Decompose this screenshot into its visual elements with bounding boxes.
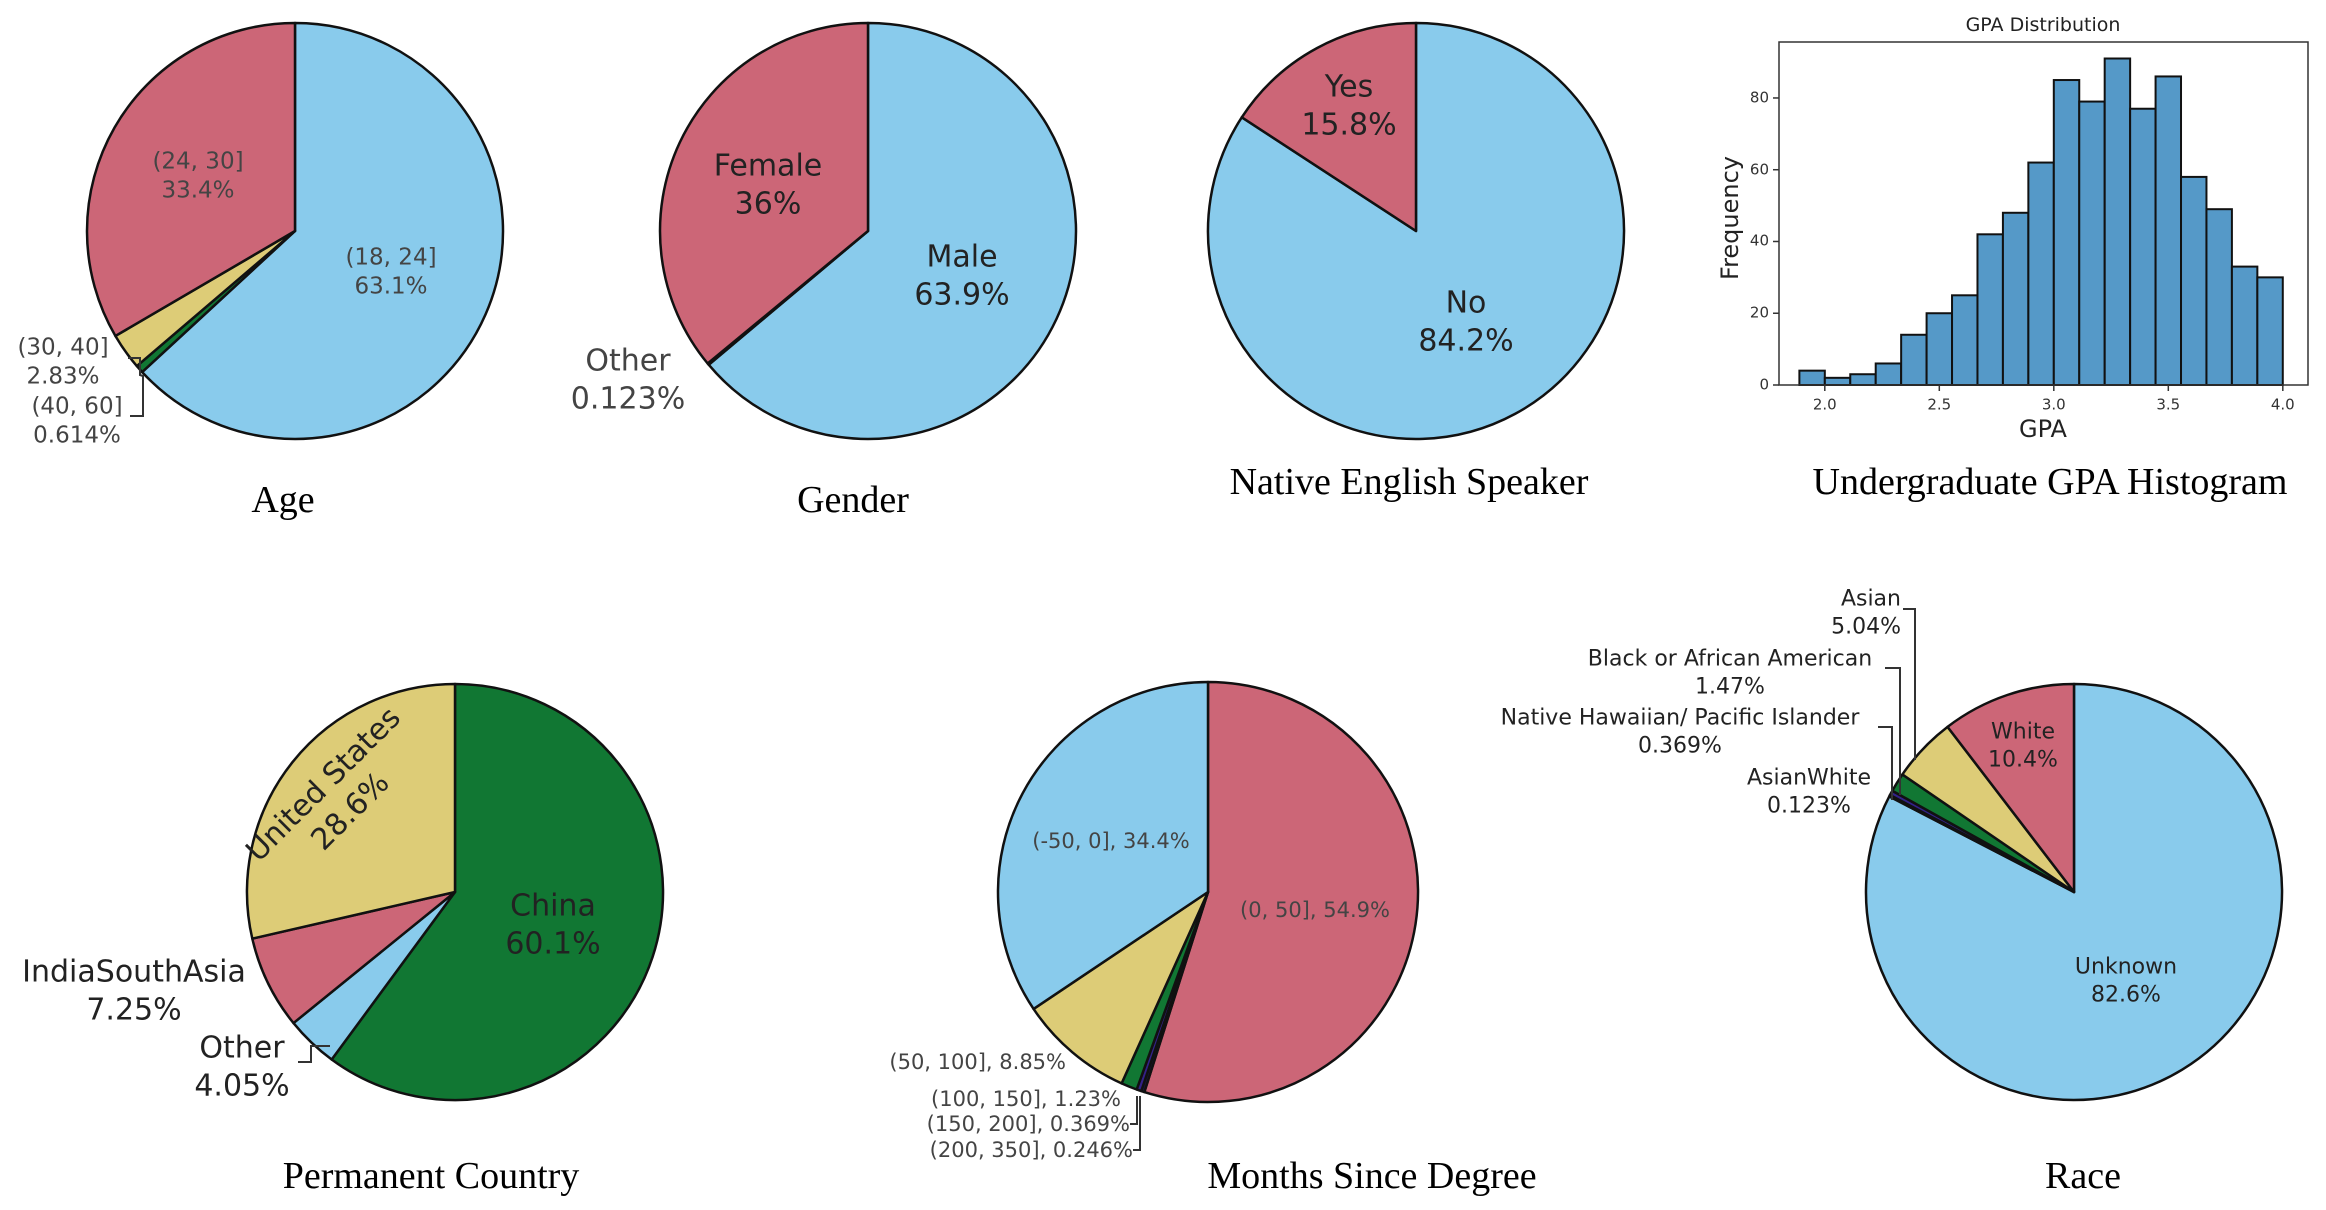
- histogram-bar: [1925, 312, 1954, 386]
- y-tick-label: 80: [1749, 88, 1769, 107]
- pie-slice-50-0-34-4: [996, 680, 1210, 1011]
- histogram-bar: [1976, 233, 2004, 386]
- leader-line: [1130, 1096, 1138, 1125]
- pie-slice-female: [658, 21, 870, 365]
- country-caption: Permanent Country: [282, 1155, 580, 1197]
- histogram-bar: [2154, 75, 2183, 386]
- gender-label-other: Other 0.123%: [570, 343, 686, 417]
- race-label-asianwhite: AsianWhite 0.123%: [1746, 765, 1872, 819]
- leader-line: [1885, 667, 1901, 795]
- pie-slice-male: [707, 21, 1078, 441]
- histogram-bar: [2230, 265, 2259, 387]
- race-label-unknown: Unknown 82.6%: [2074, 954, 2178, 1008]
- months-label-100-150: (100, 150], 1.23%: [931, 1086, 1121, 1111]
- x-tick-label: 2.5: [1927, 395, 1952, 414]
- histogram-bar: [2256, 276, 2284, 386]
- x-tick-label: 4.0: [2270, 395, 2295, 414]
- race-pie: [1864, 682, 2284, 1102]
- country-pie: [245, 682, 665, 1102]
- age-label-24-30: (24, 30] 33.4%: [152, 148, 244, 203]
- histogram-bar: [1849, 373, 1877, 386]
- race-caption: Race: [2045, 1155, 2121, 1197]
- y-tick-label: 20: [1749, 303, 1769, 322]
- months-pie: [996, 680, 1420, 1104]
- age-pie: [85, 21, 505, 441]
- age-label-40-60: (40, 60] 0.614%: [31, 393, 123, 448]
- leader-line: [1903, 608, 1916, 760]
- gpa-histogram: [1773, 41, 2309, 391]
- leader-line: [1133, 1096, 1141, 1151]
- pie-slice-yes: [1240, 21, 1418, 233]
- race-label-black: Black or African American 1.47%: [1587, 646, 1873, 700]
- native-label-yes: Yes 15.8%: [1301, 69, 1397, 143]
- country-label-other: Other 4.05%: [194, 1030, 290, 1104]
- gender-pie: [658, 21, 1078, 441]
- x-tick-label: 3.5: [2156, 395, 2181, 414]
- leader-line: [1878, 726, 1893, 800]
- histogram-title: GPA Distribution: [1965, 14, 2121, 37]
- histogram-bar: [2129, 107, 2157, 386]
- months-label-0-50: (0, 50], 54.9%: [1240, 897, 1390, 922]
- native-english-pie: [1206, 21, 1626, 441]
- age-label-18-24: (18, 24] 63.1%: [345, 244, 437, 299]
- histogram-bar: [2052, 79, 2081, 387]
- histogram-bar: [1823, 376, 1852, 387]
- pie-slice-50-100-8-85: [1032, 890, 1210, 1085]
- race-label-asian: Asian 5.04%: [1831, 586, 1901, 640]
- y-tick-label: 40: [1749, 232, 1769, 251]
- histogram-bar: [2078, 100, 2106, 387]
- pie-slice-china: [330, 682, 665, 1102]
- country-label-china: China 60.1%: [505, 888, 601, 962]
- histogram-bar: [2205, 208, 2233, 386]
- histogram-bar: [1798, 369, 1826, 386]
- histogram-ylabel: Frequency: [1716, 156, 1744, 280]
- y-tick-label: 0: [1759, 375, 1769, 394]
- histogram-caption: Undergraduate GPA Histogram: [1812, 461, 2288, 503]
- country-label-india: IndiaSouthAsia 7.25%: [22, 954, 246, 1028]
- months-label-200-350: (200, 350], 0.246%: [929, 1137, 1133, 1162]
- histogram-xlabel: GPA: [2019, 415, 2067, 443]
- x-tick-label: 2.0: [1812, 395, 1837, 414]
- pie-slice-24-30: [85, 21, 297, 338]
- months-label-50-100: (50, 100], 8.85%: [889, 1049, 1066, 1074]
- pie-slice-no: [1206, 21, 1626, 441]
- pie-slice-white: [1946, 682, 2076, 894]
- histogram-bar: [2103, 57, 2132, 387]
- histogram-bar: [1951, 294, 1979, 386]
- histogram-bar: [1874, 362, 1903, 387]
- x-tick-label: 3.0: [2041, 395, 2066, 414]
- months-label-neg50-0: (-50, 0], 34.4%: [1032, 828, 1190, 853]
- leader-line: [298, 1045, 330, 1063]
- native-caption: Native English Speaker: [1229, 461, 1589, 503]
- months-label-150-200: (150, 200], 0.369%: [926, 1111, 1130, 1136]
- race-label-white: White 10.4%: [1988, 719, 2058, 773]
- leader-line: [128, 357, 144, 377]
- native-label-no: No 84.2%: [1418, 285, 1514, 359]
- gender-label-female: Female 36%: [713, 148, 823, 222]
- race-label-nhpi: Native Hawaiian/ Pacific Islander 0.369%: [1500, 705, 1860, 759]
- pie-slice-united-states: [245, 682, 457, 940]
- histogram-bar: [2180, 175, 2208, 386]
- histogram-bar: [2027, 161, 2055, 386]
- gender-caption: Gender: [797, 479, 909, 521]
- leader-line: [130, 375, 144, 417]
- y-tick-label: 60: [1749, 160, 1769, 179]
- histogram-axes-frame: [1778, 41, 2309, 386]
- histogram-bar: [2001, 211, 2030, 386]
- gender-label-male: Male 63.9%: [914, 239, 1010, 313]
- pie-slice-0-50-54-9: [1143, 680, 1420, 1104]
- leader-lines: [128, 357, 1916, 1151]
- age-label-30-40: (30, 40] 2.83%: [17, 334, 109, 389]
- histogram-bar: [1900, 333, 1928, 386]
- age-caption: Age: [251, 479, 315, 521]
- pie-slice-18-24: [140, 21, 505, 441]
- months-caption: Months Since Degree: [1207, 1155, 1537, 1197]
